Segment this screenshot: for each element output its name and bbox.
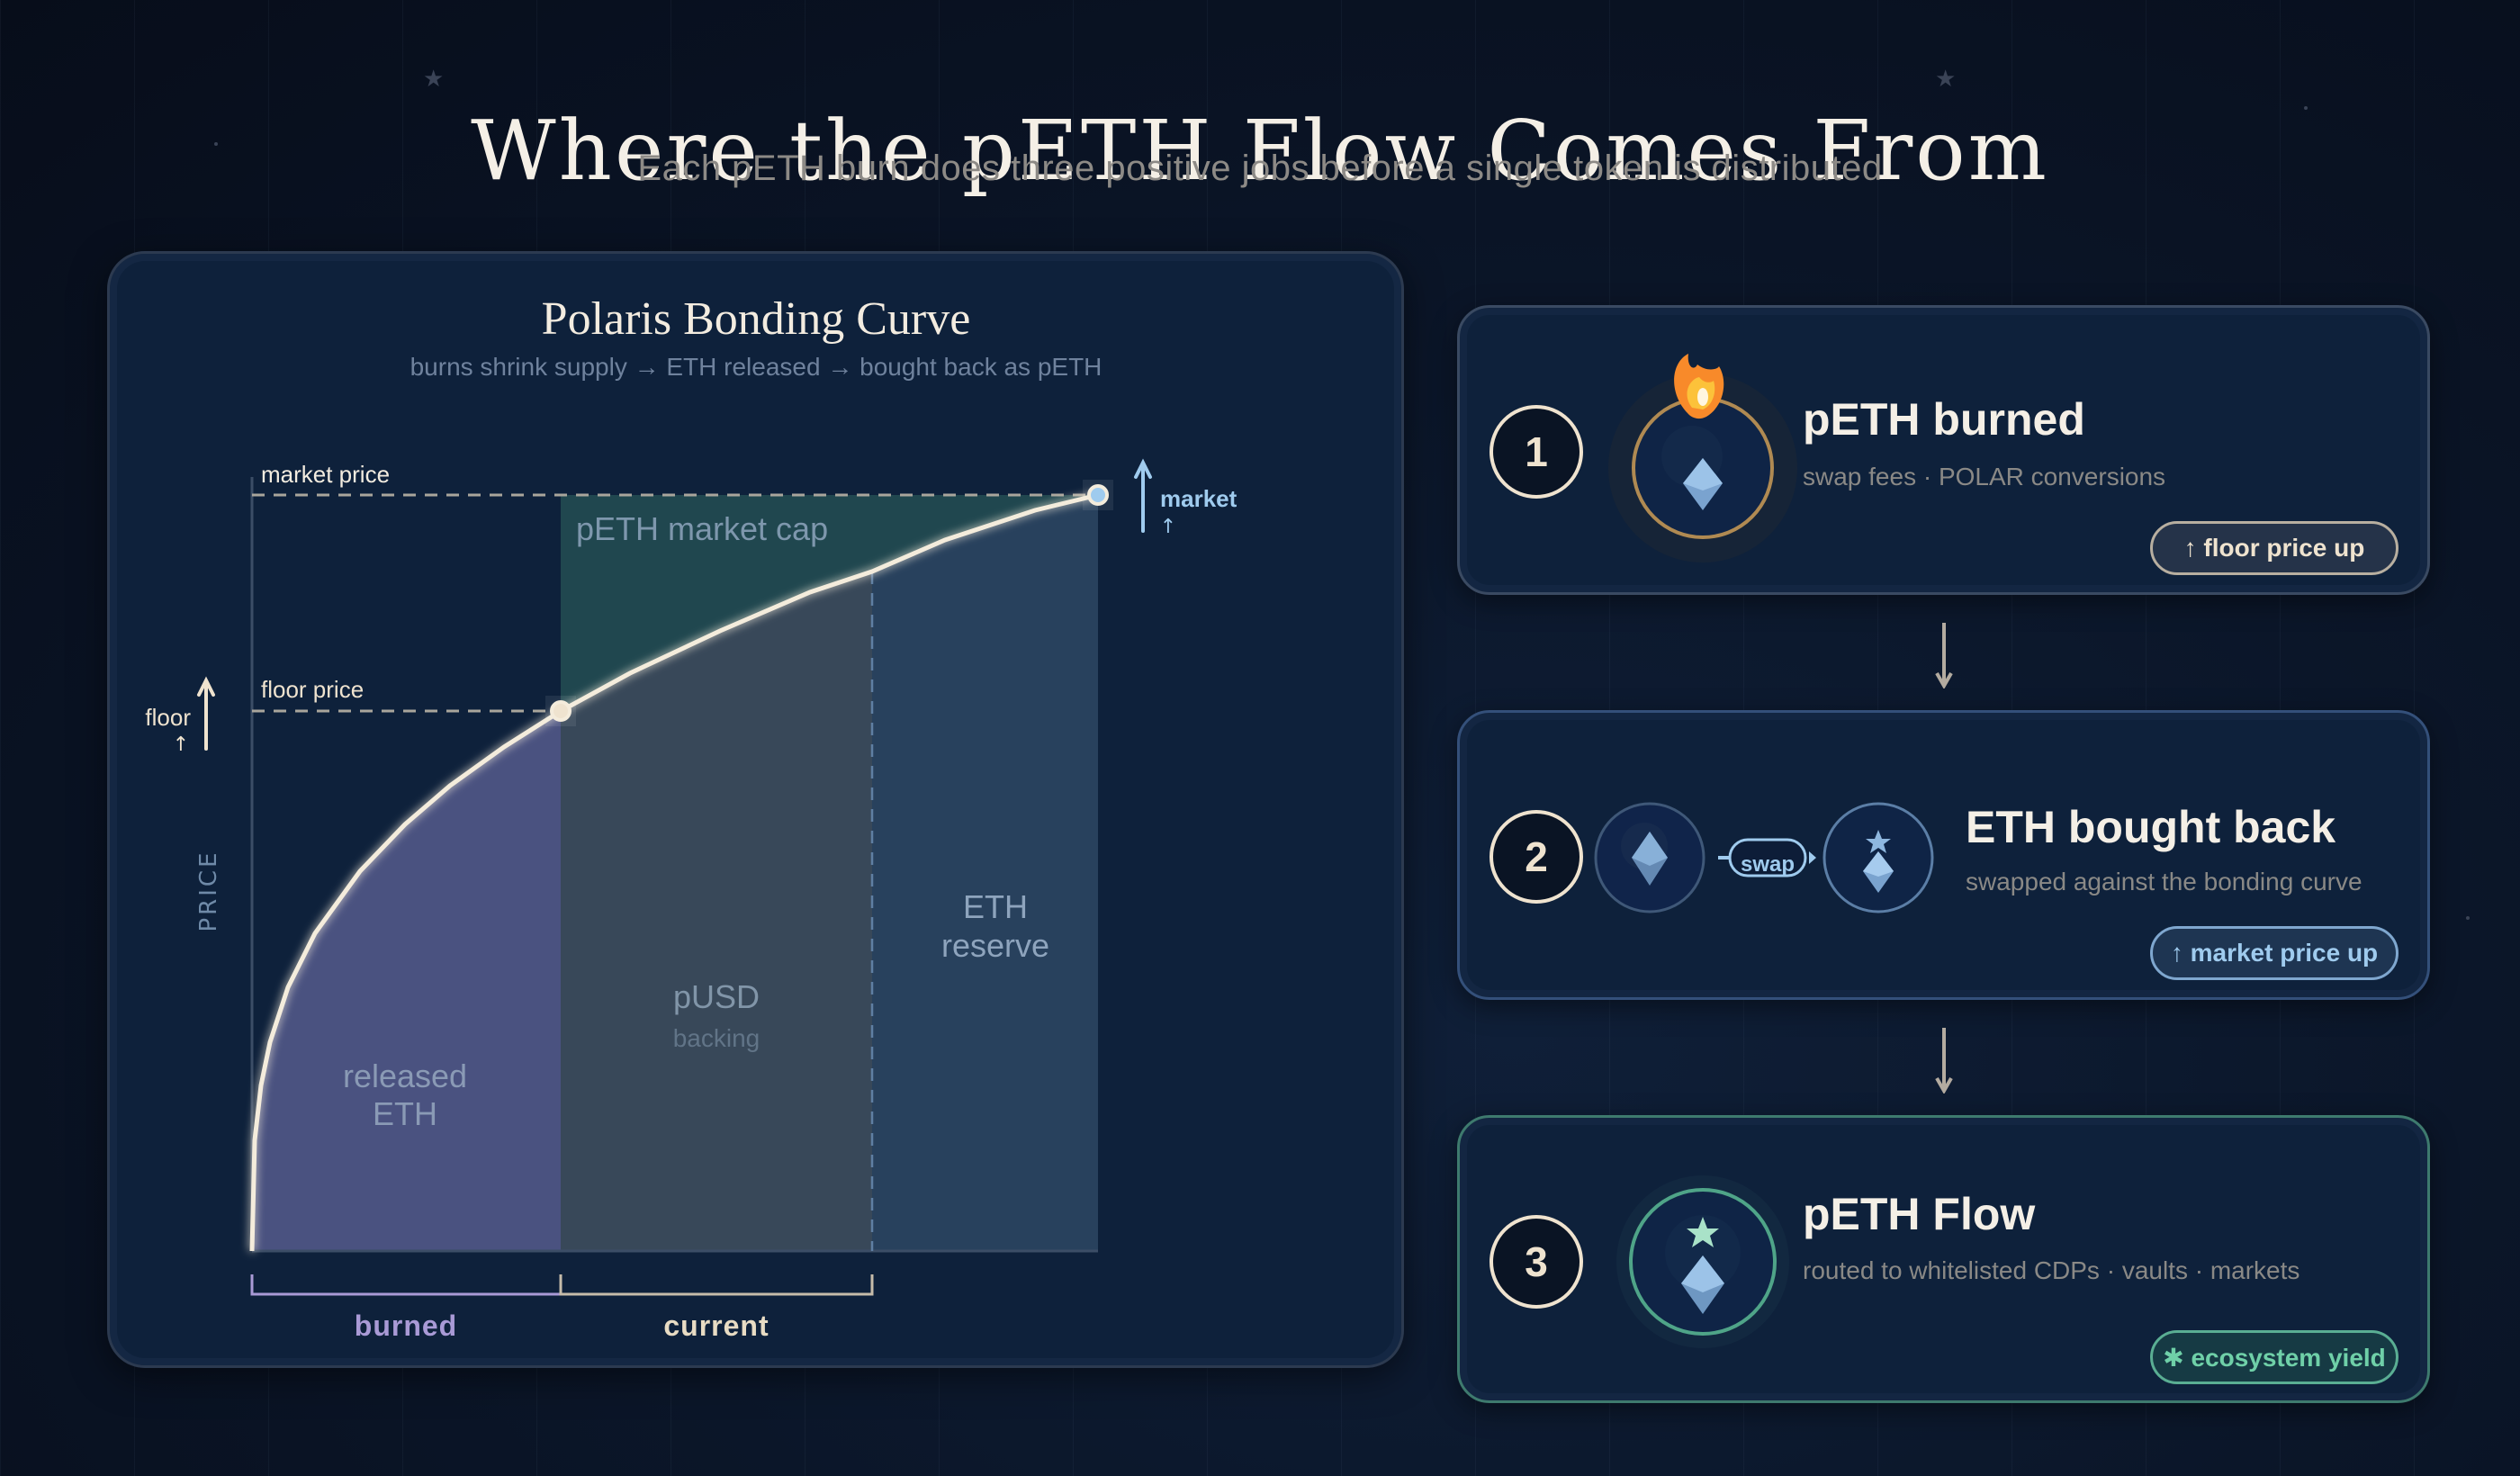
page-title: Where the pETH Flow Comes From — [471, 102, 2049, 199]
burned-bracket — [250, 1274, 561, 1296]
down-arrow-icon — [1935, 623, 1953, 688]
market-up-arrow-icon — [1134, 458, 1152, 533]
released-eth-label-2: ETH — [373, 1095, 437, 1132]
pusd-label: pUSD — [673, 978, 760, 1015]
floor-price-up-badge: ↑ floor price up — [2150, 521, 2398, 575]
eth-reserve-region — [872, 495, 1098, 1251]
step-title: pETH burned — [1803, 394, 2085, 445]
step-subtitle: swap fees · POLAR conversions — [1803, 463, 2166, 490]
step-number-badge: 3 — [1490, 1215, 1583, 1309]
step-subtitle: routed to whitelisted CDPs · vaults · ma… — [1803, 1256, 2300, 1284]
background-dot — [2304, 106, 2308, 110]
background-star-icon: ★ — [423, 65, 445, 92]
burned-label: burned — [355, 1310, 457, 1342]
eth-reserve-label-2: reserve — [941, 927, 1049, 964]
step-card-peth-flow: 3 pETH Flow routed to whitelisted CDPs ·… — [1457, 1115, 2430, 1403]
market-price-up-badge: ↑ market price up — [2150, 926, 2398, 980]
peth-coin-icon — [1616, 1175, 1789, 1348]
step-card-bought-back: 2 swap ETH bought back swapped against t… — [1457, 710, 2430, 1000]
page-subtitle: Each pETH burn does three positive jobs … — [637, 148, 1883, 188]
bonding-curve-line — [249, 492, 1099, 1252]
floor-point-marker — [550, 700, 572, 722]
ecosystem-yield-badge: ✱ ecosystem yield — [2150, 1330, 2398, 1384]
down-arrow-icon — [1935, 1028, 1953, 1094]
market-side-label: market — [1160, 485, 1238, 512]
current-label: current — [663, 1310, 769, 1342]
step-title: pETH Flow — [1803, 1189, 2036, 1239]
pusd-backing-label: backing — [673, 1024, 760, 1052]
swap-label: swap — [1740, 852, 1796, 877]
chart-subtitle: burns shrink supply → ETH released → bou… — [410, 353, 1102, 381]
market-point-marker — [1087, 484, 1109, 506]
market-cap-label: pETH market cap — [576, 510, 828, 547]
floor-up-arrow-icon — [197, 676, 215, 751]
price-axis-label: PRICE — [195, 850, 222, 932]
market-price-label: market price — [261, 461, 390, 488]
eth-to-peth-swap-icon — [1594, 802, 1934, 914]
current-bracket — [559, 1274, 874, 1296]
market-small-up-icon: ↑ — [1160, 516, 1176, 538]
burning-eth-coin-icon — [1608, 354, 1797, 562]
released-eth-label: released — [343, 1058, 467, 1094]
step-subtitle: swapped against the bonding curve — [1966, 868, 2362, 896]
background-dot — [214, 142, 218, 146]
background-dot — [2466, 916, 2470, 920]
eth-reserve-label: ETH — [963, 888, 1028, 925]
released-eth-region — [252, 495, 561, 1251]
step-card-burned: 1 pETH burned swap fees · POLAR conversi… — [1457, 305, 2430, 595]
floor-small-up-icon: ↑ — [173, 734, 189, 756]
chart-title: Polaris Bonding Curve — [541, 293, 971, 345]
step-number-badge: 2 — [1490, 810, 1583, 904]
step-number-badge: 1 — [1490, 405, 1583, 499]
floor-side-label: floor — [145, 704, 191, 731]
background-star-icon: ★ — [1935, 65, 1957, 92]
floor-price-label: floor price — [261, 676, 364, 703]
step-title: ETH bought back — [1966, 802, 2336, 852]
